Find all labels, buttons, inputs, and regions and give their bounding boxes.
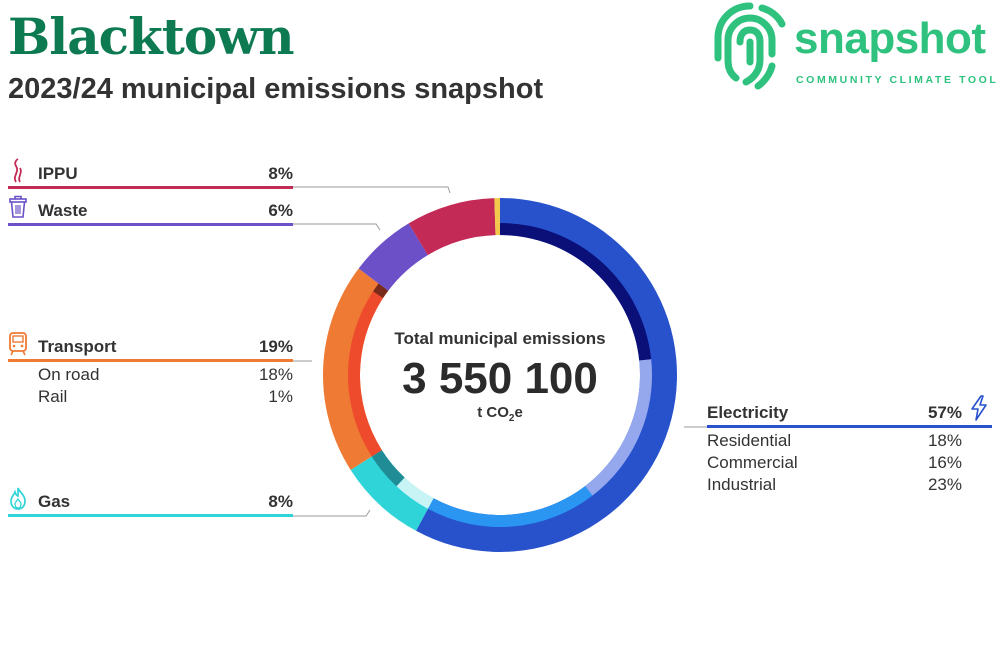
- leader-line-gas: [293, 509, 371, 517]
- fingerprint-logo-icon: [714, 2, 786, 90]
- inner-slice-on-road: [347, 291, 384, 457]
- category-waste: Waste 6%: [8, 195, 293, 226]
- transport-percent: 19%: [258, 337, 293, 356]
- page-subtitle: 2023/24 municipal emissions snapshot: [8, 73, 544, 105]
- flame-icon: [10, 487, 26, 510]
- electricity-sub-industrial: Industrial 23%: [707, 475, 962, 494]
- ippu-percent: 8%: [268, 164, 293, 183]
- inner-slice-gas-a: [396, 477, 434, 509]
- inner-slice-residential: [427, 486, 593, 528]
- inner-slice-commercial: [585, 359, 653, 496]
- transport-label: Transport: [38, 337, 117, 356]
- factory-smoke-icon: [13, 158, 22, 183]
- outer-slice-ippu: [408, 198, 496, 256]
- category-ippu: IPPU 8%: [8, 158, 293, 189]
- outer-slice-waste: [358, 223, 428, 291]
- inner-slice-industrial: [500, 223, 652, 361]
- electricity-header: Electricity 57%: [707, 395, 992, 428]
- transport-header: Transport 19%: [8, 332, 293, 362]
- leader-line-ippu: [293, 186, 451, 194]
- outer-slice-gas: [350, 450, 434, 531]
- waste-label: Waste: [38, 201, 88, 220]
- total-value: 3 550 100: [402, 354, 598, 403]
- gas-label: Gas: [38, 492, 71, 511]
- leader-line-waste: [293, 223, 381, 231]
- category-gas: Gas 8%: [8, 487, 293, 517]
- waste-percent: 6%: [268, 201, 293, 220]
- ippu-label: IPPU: [38, 164, 78, 183]
- logo-tagline: COMMUNITY CLIMATE TOOL: [796, 74, 999, 86]
- logo-wordmark: snapshot: [794, 14, 986, 63]
- page-title: Blacktown: [8, 7, 295, 66]
- category-transport: Transport 19% On road 18% Rail 1%: [8, 332, 293, 406]
- snapshot-logo: snapshot COMMUNITY CLIMATE TOOL: [712, 2, 1000, 90]
- category-electricity: Electricity 57% Residential 18% Commerci…: [707, 395, 992, 494]
- gas-header: Gas 8%: [8, 487, 293, 517]
- waste-header: Waste 6%: [8, 195, 293, 226]
- leader-lines: [293, 186, 707, 517]
- train-icon: [9, 332, 27, 356]
- transport-sub-on-road: On road 18%: [38, 365, 293, 384]
- inner-slice-gas-b: [371, 450, 405, 487]
- electricity-sub-residential: Residential 18%: [707, 431, 962, 450]
- lightning-bolt-icon: [971, 395, 987, 421]
- electricity-label: Electricity: [707, 403, 789, 422]
- donut-center: Total municipal emissions 3 550 100 t CO…: [380, 328, 620, 428]
- trash-bin-icon: [9, 195, 27, 218]
- outer-slice-other: [494, 198, 500, 236]
- ippu-header: IPPU 8%: [8, 158, 293, 189]
- transport-sub-rail: Rail 1%: [38, 387, 293, 406]
- electricity-sub-commercial: Commercial 16%: [707, 453, 962, 472]
- inner-slice-rail: [373, 283, 389, 299]
- gas-percent: 8%: [268, 492, 293, 511]
- total-unit: t CO2e: [477, 404, 523, 424]
- electricity-percent: 57%: [927, 403, 962, 422]
- inner-ring: [347, 223, 653, 528]
- total-label: Total municipal emissions: [394, 329, 606, 348]
